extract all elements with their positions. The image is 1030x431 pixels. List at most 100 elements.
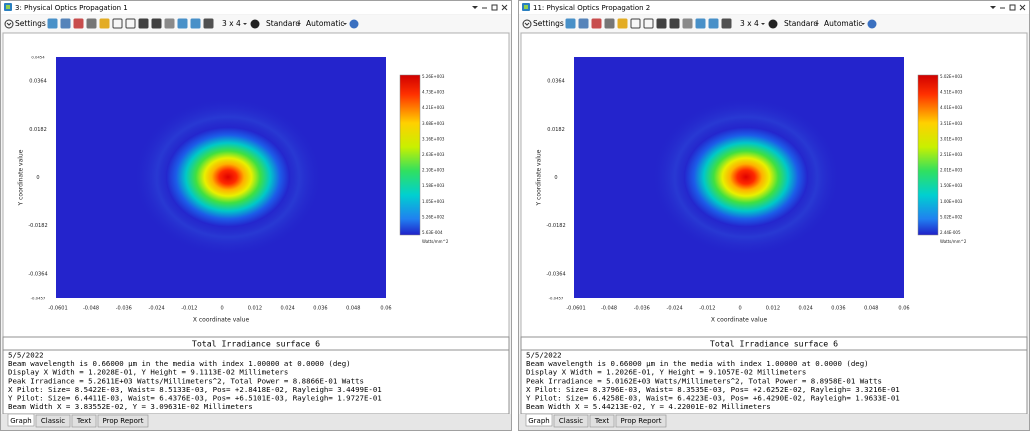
- y-tick-label: 0: [36, 175, 39, 181]
- dropdown-button[interactable]: [472, 6, 478, 9]
- x-tick-label: 0.06: [380, 306, 391, 312]
- layout-button[interactable]: 3 x 4: [740, 19, 759, 28]
- tab-label[interactable]: Text: [594, 417, 609, 425]
- colorbar-label: 1.58E+003: [422, 183, 445, 188]
- tab[interactable]: [525, 413, 553, 427]
- y-tick-label: 0: [554, 175, 557, 181]
- toolbar-icon[interactable]: [695, 18, 706, 29]
- scale-caret: [861, 23, 865, 25]
- toolbar-icon[interactable]: [60, 18, 71, 29]
- info-line: Peak Irradiance = 5.0162E+03 Watts/Milli…: [526, 376, 882, 385]
- scale-button[interactable]: Automatic: [306, 19, 344, 28]
- x-tick-label: -0.012: [181, 306, 197, 312]
- toolbar-icon[interactable]: [151, 18, 162, 29]
- title-icon-inner: [524, 5, 528, 9]
- mode-button[interactable]: Standard: [784, 19, 818, 28]
- settings-toggle[interactable]: [4, 19, 14, 29]
- tab-label[interactable]: Classic: [41, 417, 65, 425]
- tab-label[interactable]: Prop Report: [621, 417, 662, 425]
- toolbar-icon[interactable]: [565, 18, 576, 29]
- x-tick-label: -0.036: [634, 306, 650, 312]
- toolbar-icon[interactable]: [578, 18, 589, 29]
- tab[interactable]: [35, 414, 71, 428]
- colorbar-label: 1.00E+003: [940, 199, 963, 204]
- toolbar-icon[interactable]: [203, 18, 214, 29]
- x-axis-label: X coordinate value: [711, 317, 768, 324]
- x-tick-label: -0.048: [601, 306, 617, 312]
- tab[interactable]: [615, 414, 667, 428]
- tab-label[interactable]: Prop Report: [103, 417, 144, 425]
- settings-toggle[interactable]: [522, 19, 532, 29]
- dropdown-button[interactable]: [990, 6, 996, 9]
- toolbar-icon[interactable]: [86, 18, 97, 29]
- tab-label[interactable]: Graph: [10, 417, 31, 425]
- info-line: 5/5/2022: [526, 351, 562, 360]
- toolbar-icon[interactable]: [630, 18, 641, 29]
- mode-button[interactable]: Standard: [266, 19, 300, 28]
- refresh-icon[interactable]: [250, 19, 260, 29]
- colorbar-label: 2.63E+003: [422, 152, 445, 157]
- y-tick-label: 0.0364: [547, 79, 565, 85]
- colorbar: [399, 74, 421, 236]
- x-tick-label: -0.0601: [48, 306, 67, 312]
- caption: Total Irradiance surface 6: [192, 339, 320, 349]
- refresh-icon[interactable]: [768, 19, 778, 29]
- y-tick-label: 0.0182: [29, 127, 47, 133]
- toolbar-icon[interactable]: [721, 18, 732, 29]
- window: 11: Physical Optics Propagation 2 Setting…: [518, 0, 1030, 431]
- settings-button[interactable]: Settings: [15, 19, 46, 28]
- toolbar-icon[interactable]: [73, 18, 84, 29]
- toolbar-icon[interactable]: [177, 18, 188, 29]
- x-tick-label: -0.012: [699, 306, 715, 312]
- toolbar-icon[interactable]: [708, 18, 719, 29]
- maximize-button[interactable]: [1009, 4, 1016, 11]
- tab-label[interactable]: Graph: [528, 417, 549, 425]
- x-tick-label: -0.024: [667, 306, 683, 312]
- colorbar-label: 3.01E+003: [940, 136, 963, 141]
- layout-button[interactable]: 3 x 4: [222, 19, 241, 28]
- tab-label[interactable]: Classic: [559, 417, 583, 425]
- close-button[interactable]: [501, 4, 508, 11]
- x-tick-label: -0.036: [116, 306, 132, 312]
- tab[interactable]: [589, 414, 615, 428]
- tab[interactable]: [7, 413, 35, 427]
- help-icon[interactable]: [867, 19, 877, 29]
- settings-button[interactable]: Settings: [533, 19, 564, 28]
- window-title: 11: Physical Optics Propagation 2: [533, 4, 650, 12]
- x-tick-label: 0.036: [831, 306, 845, 312]
- tab-label[interactable]: Text: [76, 417, 91, 425]
- toolbar-icon[interactable]: [112, 18, 123, 29]
- toolbar-icon[interactable]: [125, 18, 136, 29]
- info-line: Beam wavelength is 0.66000 µm in the med…: [8, 359, 351, 368]
- colorbar-unit: Watts/mm^2: [422, 239, 449, 244]
- toolbar-icon[interactable]: [47, 18, 58, 29]
- help-icon[interactable]: [349, 19, 359, 29]
- toolbar-icon[interactable]: [643, 18, 654, 29]
- info-line: Display X Width = 1.2028E-01, Y Height =…: [8, 368, 288, 377]
- toolbar-icon[interactable]: [669, 18, 680, 29]
- toolbar-icon[interactable]: [604, 18, 615, 29]
- info-line: Beam Width X = 5.44213E-02, Y = 4.22001E…: [526, 402, 771, 411]
- tab[interactable]: [553, 414, 589, 428]
- x-tick-label: 0.06: [898, 306, 909, 312]
- toolbar-icon[interactable]: [682, 18, 693, 29]
- x-tick-label: 0.024: [281, 306, 295, 312]
- toolbar-icon[interactable]: [591, 18, 602, 29]
- toolbar-icon[interactable]: [164, 18, 175, 29]
- maximize-button[interactable]: [491, 4, 498, 11]
- scale-button[interactable]: Automatic: [824, 19, 862, 28]
- layout-caret: [243, 23, 247, 25]
- toolbar-icon[interactable]: [656, 18, 667, 29]
- x-axis-label: X coordinate value: [193, 317, 250, 324]
- y-tick-label: -0.0182: [546, 223, 565, 229]
- colorbar-label: 5.63E-004: [422, 230, 443, 235]
- beam-spot: [684, 127, 808, 227]
- close-button[interactable]: [1019, 4, 1026, 11]
- tab[interactable]: [97, 414, 149, 428]
- colorbar-label: 2.44E-005: [940, 230, 961, 235]
- toolbar-icon[interactable]: [99, 18, 110, 29]
- tab[interactable]: [71, 414, 97, 428]
- toolbar-icon[interactable]: [190, 18, 201, 29]
- toolbar-icon[interactable]: [617, 18, 628, 29]
- toolbar-icon[interactable]: [138, 18, 149, 29]
